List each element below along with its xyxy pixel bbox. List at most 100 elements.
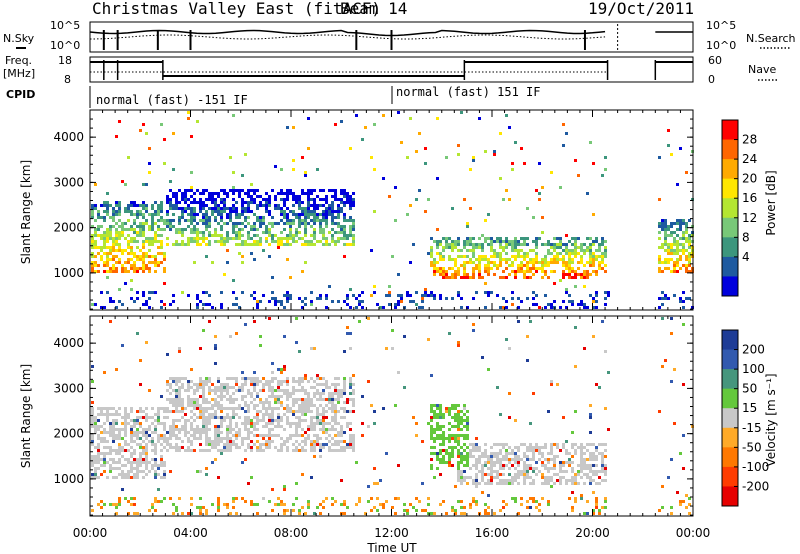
heatmap-cell <box>562 273 565 276</box>
heatmap-cell <box>307 428 310 431</box>
heatmap-cell <box>478 446 481 449</box>
heatmap-cell <box>430 434 433 437</box>
heatmap-cell <box>130 201 133 204</box>
heatmap-cell <box>313 449 316 452</box>
heatmap-cell <box>436 413 439 416</box>
heatmap-cell <box>199 219 202 222</box>
heatmap-cell <box>343 255 346 258</box>
heatmap-cell <box>169 180 172 183</box>
heatmap-cell <box>424 291 427 294</box>
heatmap-cell <box>583 306 586 309</box>
heatmap-cell <box>436 458 439 461</box>
heatmap-cell <box>301 398 304 401</box>
heatmap-cell <box>232 398 235 401</box>
heatmap-cell <box>145 416 148 419</box>
colorbar-swatch <box>722 330 738 351</box>
heatmap-cell <box>208 195 211 198</box>
heatmap-cell <box>283 440 286 443</box>
heatmap-cell <box>130 228 133 231</box>
heatmap-cell <box>109 258 112 261</box>
heatmap-cell <box>487 237 490 240</box>
heatmap-cell <box>232 204 235 207</box>
heatmap-cell <box>178 228 181 231</box>
heatmap-cell <box>343 237 346 240</box>
heatmap-cell <box>253 240 256 243</box>
heatmap-cell <box>262 249 265 252</box>
heatmap-cell <box>454 273 457 276</box>
heatmap-cell <box>235 383 238 386</box>
heatmap-cell <box>109 458 112 461</box>
heatmap-cell <box>535 270 538 273</box>
heatmap-cell <box>346 401 349 404</box>
heatmap-cell <box>382 407 385 410</box>
heatmap-cell <box>466 273 469 276</box>
heatmap-cell <box>124 183 127 186</box>
heatmap-cell <box>454 416 457 419</box>
heatmap-cell <box>148 291 151 294</box>
nsky-tick-high: 10^5 <box>50 19 80 32</box>
heatmap-cell <box>265 237 268 240</box>
heatmap-cell <box>199 506 202 509</box>
heatmap-cell <box>511 240 514 243</box>
heatmap-cell <box>433 258 436 261</box>
heatmap-cell <box>442 249 445 252</box>
heatmap-cell <box>142 213 145 216</box>
heatmap-cell <box>484 443 487 446</box>
heatmap-cell <box>208 207 211 210</box>
heatmap-cell <box>574 473 577 476</box>
heatmap-cell <box>307 243 310 246</box>
heatmap-cell <box>151 237 154 240</box>
heatmap-cell <box>142 240 145 243</box>
heatmap-cell <box>316 440 319 443</box>
heatmap-cell <box>262 443 265 446</box>
heatmap-cell <box>229 219 232 222</box>
heatmap-cell <box>238 404 241 407</box>
heatmap-cell <box>271 240 274 243</box>
heatmap-cell <box>523 464 526 467</box>
heatmap-cell <box>160 395 163 398</box>
heatmap-cell <box>556 255 559 258</box>
heatmap-cell <box>658 222 661 225</box>
heatmap-cell <box>151 222 154 225</box>
heatmap-cell <box>595 294 598 297</box>
heatmap-cell <box>499 261 502 264</box>
heatmap-cell <box>472 482 475 485</box>
heatmap-cell <box>433 297 436 300</box>
heatmap-cell <box>331 419 334 422</box>
heatmap-cell <box>175 198 178 201</box>
heatmap-cell <box>151 464 154 467</box>
heatmap-cell <box>460 452 463 455</box>
heatmap-cell <box>541 267 544 270</box>
heatmap-cell <box>181 377 184 380</box>
heatmap-cell <box>256 404 259 407</box>
heatmap-cell <box>553 461 556 464</box>
heatmap-cell <box>229 377 232 380</box>
heatmap-cell <box>94 234 97 237</box>
heatmap-cell <box>307 207 310 210</box>
heatmap-cell <box>211 383 214 386</box>
heatmap-cell <box>181 192 184 195</box>
heatmap-cell <box>205 434 208 437</box>
nsky-panel: N.Sky 10^5 10^0 10^5 10^0 N.Search <box>3 19 796 53</box>
heatmap-cell <box>511 246 514 249</box>
heatmap-cell <box>232 434 235 437</box>
heatmap-cell <box>304 413 307 416</box>
heatmap-cell <box>484 258 487 261</box>
heatmap-cell <box>286 377 289 380</box>
heatmap-cell <box>535 461 538 464</box>
heatmap-cell <box>478 273 481 276</box>
heatmap-cell <box>220 431 223 434</box>
heatmap-cell <box>214 207 217 210</box>
heatmap-cell <box>187 117 190 120</box>
heatmap-cell <box>526 455 529 458</box>
power-x-axis <box>89 110 694 310</box>
nsearch-tick-low: 10^0 <box>706 39 736 52</box>
heatmap-cell <box>238 228 241 231</box>
heatmap-cell <box>667 252 670 255</box>
heatmap-cell <box>220 198 223 201</box>
heatmap-cell <box>547 452 550 455</box>
heatmap-cell <box>532 446 535 449</box>
heatmap-cell <box>169 470 172 473</box>
heatmap-cell <box>316 389 319 392</box>
heatmap-cell <box>523 162 526 165</box>
